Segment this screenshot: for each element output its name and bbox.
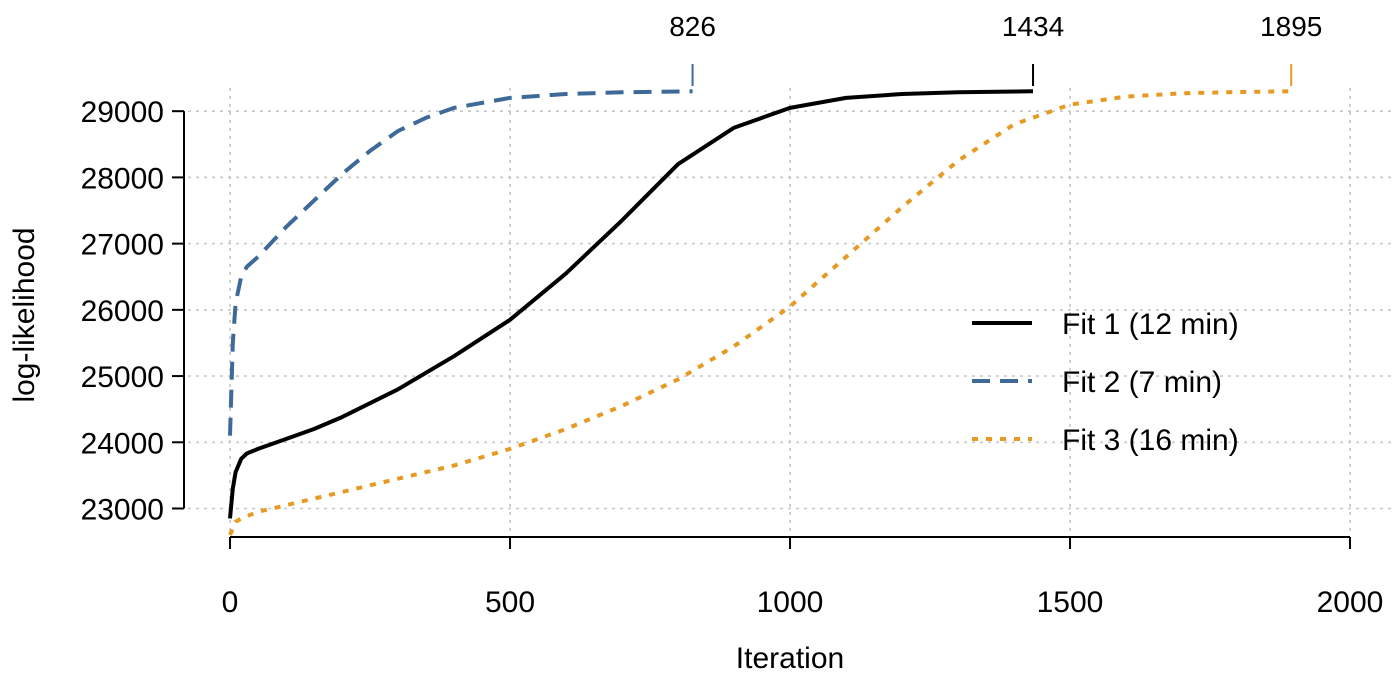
y-tick-label: 27000 <box>81 229 164 262</box>
end-markers: 1434 826 1895 <box>669 11 1322 86</box>
y-tick-label: 25000 <box>81 361 164 394</box>
x-axis-title: Iteration <box>736 642 844 675</box>
x-tick-label: 2000 <box>1317 586 1384 619</box>
grid-lines <box>188 88 1395 535</box>
axes: 0 500 1000 1500 2000 23000 24000 25000 26000 2700… <box>81 96 1384 619</box>
y-tick-label: 28000 <box>81 162 164 195</box>
series-lines <box>228 89 1292 536</box>
series-line-fit-1 <box>228 89 1034 519</box>
series-line-fit-3 <box>228 89 1292 536</box>
y-axis-title: log-likelihood <box>8 227 41 402</box>
legend-label-fit-2: Fit 2 (7 min) <box>1062 366 1222 399</box>
legend-label-fit-1: Fit 1 (12 min) <box>1062 308 1239 341</box>
x-tick-label: 1500 <box>1037 586 1104 619</box>
legend: Fit 1 (12 min) Fit 2 (7 min) Fit 3 (16 min… <box>972 308 1239 457</box>
end-label-fit-2: 826 <box>669 11 716 42</box>
legend-label-fit-3: Fit 3 (16 min) <box>1062 424 1239 457</box>
y-tick-label: 29000 <box>81 96 164 129</box>
y-tick-label: 26000 <box>81 295 164 328</box>
x-tick-label: 1000 <box>757 586 824 619</box>
end-label-fit-3: 1895 <box>1260 11 1322 42</box>
x-tick-label: 500 <box>485 586 535 619</box>
y-tick-label: 23000 <box>81 494 164 527</box>
x-tick-label: 0 <box>222 586 239 619</box>
y-tick-label: 24000 <box>81 427 164 460</box>
series-line-fit-2 <box>228 89 693 436</box>
end-label-fit-1: 1434 <box>1002 11 1064 42</box>
